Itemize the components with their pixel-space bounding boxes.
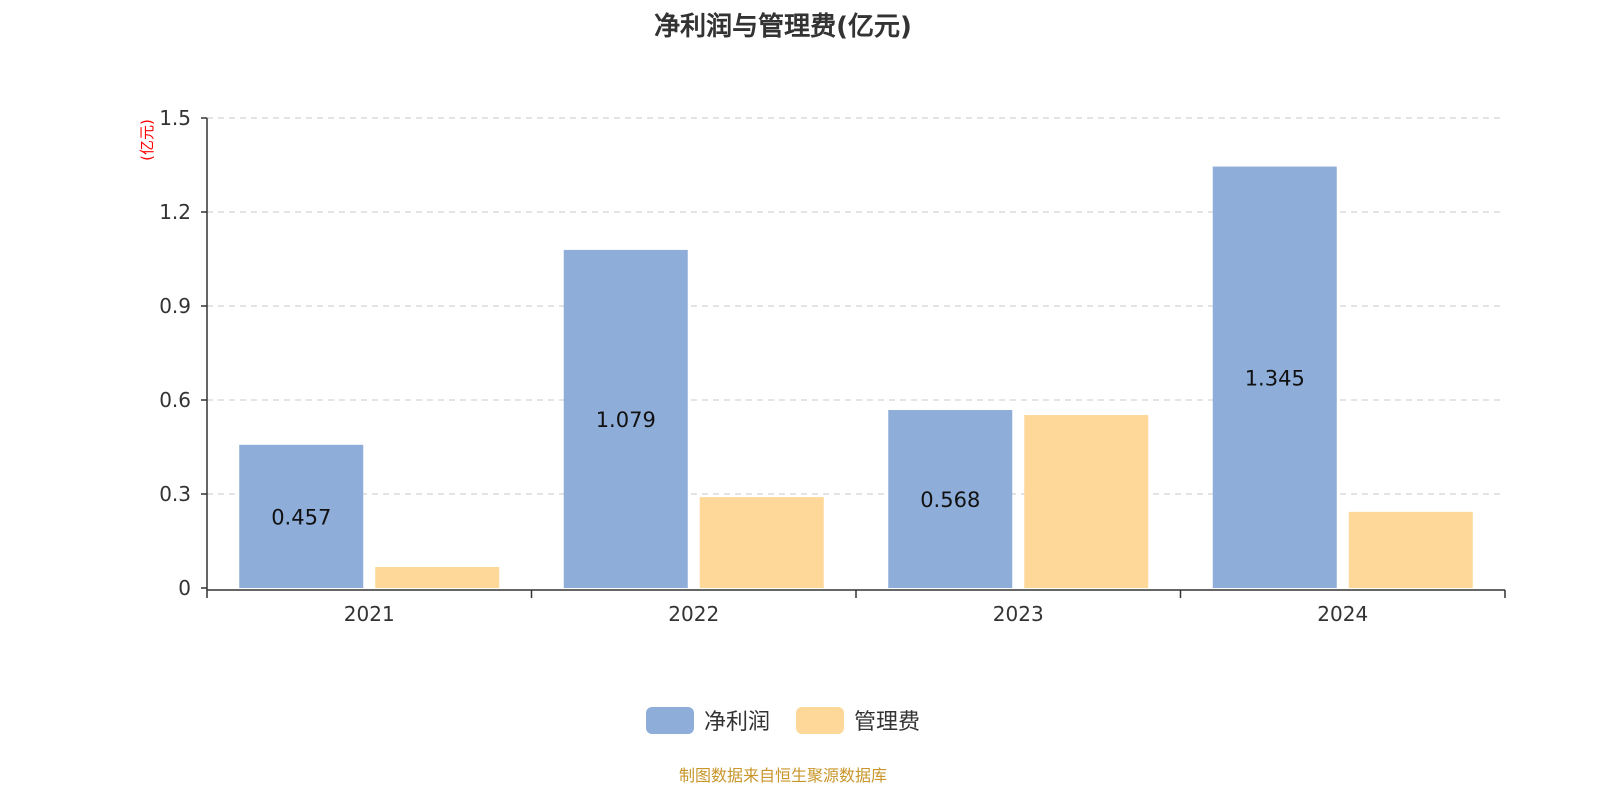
legend-swatch bbox=[646, 707, 694, 734]
legend-label: 管理费 bbox=[854, 710, 920, 735]
bar-net-profit bbox=[563, 249, 688, 588]
chart-title: 净利润与管理费(亿元) bbox=[654, 12, 912, 42]
y-tick-label: 1.5 bbox=[159, 106, 191, 130]
bar-management-fee bbox=[375, 567, 500, 588]
bar-management-fee bbox=[1024, 415, 1149, 588]
bar-net-profit bbox=[888, 410, 1013, 588]
data-label: 1.345 bbox=[1245, 366, 1305, 390]
x-tick-label: 2024 bbox=[1317, 602, 1368, 626]
y-tick-label: 0.6 bbox=[159, 388, 191, 412]
data-label: 1.079 bbox=[596, 408, 656, 432]
bar-management-fee bbox=[1348, 511, 1473, 588]
y-tick-label: 0.3 bbox=[159, 482, 191, 506]
y-tick-label: 0 bbox=[178, 576, 191, 600]
x-tick-label: 2022 bbox=[668, 602, 719, 626]
x-tick-label: 2023 bbox=[993, 602, 1044, 626]
y-axis-label: (亿元) bbox=[138, 119, 156, 161]
data-source-note: 制图数据来自恒生聚源数据库 bbox=[678, 766, 887, 785]
bar-net-profit bbox=[239, 444, 364, 588]
y-tick-label: 1.2 bbox=[159, 200, 191, 224]
bar-net-profit bbox=[1212, 166, 1337, 589]
legend-swatch bbox=[796, 707, 844, 734]
legend-label: 净利润 bbox=[704, 710, 770, 735]
data-label: 0.457 bbox=[271, 505, 331, 529]
x-tick-label: 2021 bbox=[344, 602, 395, 626]
bar-management-fee bbox=[699, 497, 824, 588]
y-tick-label: 0.9 bbox=[159, 294, 191, 318]
data-label: 0.568 bbox=[920, 488, 980, 512]
